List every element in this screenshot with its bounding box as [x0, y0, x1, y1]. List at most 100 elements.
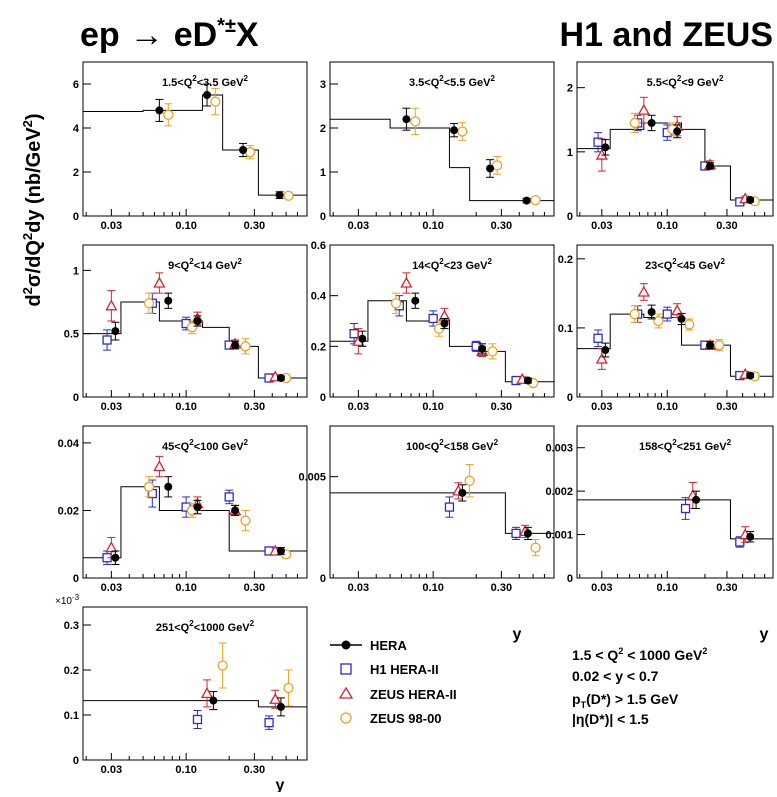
y-tick-label: 1: [320, 167, 326, 179]
marker-hera: [231, 506, 240, 515]
marker-hera: [411, 296, 420, 305]
y-tick-label: 0: [320, 573, 326, 585]
x-tick-label: 0.10: [657, 220, 678, 232]
marker-hera: [203, 91, 212, 99]
y-tick-label: 0.02: [58, 505, 79, 517]
marker-hera: [478, 344, 487, 353]
marker-h1: [428, 313, 438, 324]
point-hera: [450, 123, 459, 138]
hera-histogram: [330, 118, 554, 202]
marker-hera: [231, 341, 240, 350]
marker-zeus2: [595, 352, 608, 364]
x-tick-label: 0.10: [175, 582, 196, 594]
marker-hera: [746, 532, 755, 541]
point-zeus2: [400, 272, 413, 294]
hera-histogram: [83, 301, 307, 379]
marker-hera: [677, 314, 686, 323]
process-title: ep → eD*±X: [80, 15, 259, 54]
point-zeus2: [671, 303, 684, 319]
marker-hera: [440, 319, 449, 328]
y-tick-label: 0.003: [545, 443, 573, 455]
point-hera: [276, 546, 285, 555]
marker-zeus98: [457, 126, 468, 137]
kinematic-cuts: 1.5 < Q2 < 1000 GeV2 0.02 < y < 0.7 pT(D…: [572, 646, 707, 727]
point-h1: [680, 497, 691, 520]
cut-eta: |η(D*)| < 1.5: [572, 711, 649, 727]
y-tick-label: 2: [73, 167, 79, 179]
panel-5: 0.03 0.10 0.30 0 0.2 0.4 0.6 14<Q2<23 GeV2: [311, 240, 555, 413]
point-zeus98: [457, 122, 468, 141]
marker-zeus98: [240, 341, 251, 352]
marker-hera: [647, 118, 656, 127]
point-hera: [601, 342, 610, 358]
hera-histogram: [330, 492, 554, 534]
point-hera: [209, 691, 218, 711]
marker-zeus98: [210, 96, 221, 107]
point-zeus98: [210, 87, 221, 116]
x-tick-label: 0.10: [175, 764, 196, 776]
point-zeus98: [143, 292, 155, 314]
point-zeus2: [637, 96, 650, 124]
x-tick-label: 0.03: [101, 764, 122, 776]
x-tick-label: 0.03: [348, 401, 369, 413]
marker-zeus2: [153, 460, 166, 472]
hera-histogram: [83, 486, 307, 559]
x-tick-label: 0.30: [244, 401, 265, 413]
y-tick-label: 0: [73, 392, 79, 404]
point-hera: [111, 321, 120, 341]
marker-zeus2: [671, 304, 684, 316]
panel-10: 0.03 0.10 0.30 0 0.1 0.2 0.3 ×10-3 251<Q2<1000 G…: [55, 593, 308, 776]
point-zeus98: [240, 338, 251, 355]
point-hera: [746, 195, 755, 204]
marker-zeus98: [530, 542, 541, 553]
marker-h1: [511, 528, 521, 539]
point-h1: [224, 489, 234, 505]
point-hera: [486, 159, 495, 178]
point-zeus98: [530, 195, 541, 206]
point-zeus2: [105, 290, 118, 322]
marker-hera: [276, 546, 285, 555]
point-zeus98: [390, 292, 402, 314]
x-tick-label: 0.03: [348, 220, 369, 232]
point-zeus98: [143, 476, 155, 498]
marker-hera: [601, 143, 610, 152]
svg-text:HERA: HERA: [370, 638, 407, 653]
y-tick-label: 2: [320, 123, 326, 135]
collaboration-title: H1 and ZEUS: [560, 16, 773, 54]
marker-zeus98: [410, 116, 421, 127]
marker-zeus98: [143, 481, 155, 492]
y-tick-label: 0.4: [311, 291, 327, 303]
marker-zeus98: [217, 660, 228, 671]
marker-zeus98: [390, 298, 402, 309]
point-zeus98: [487, 343, 498, 360]
point-h1: [192, 710, 203, 729]
y-tick-label: 0.1: [558, 323, 573, 335]
marker-hera: [276, 702, 285, 711]
panel-8: 0.03 0.10 0.30 0 0.005 100<Q2<158 GeV2: [298, 425, 555, 594]
x-tick-label: 0.10: [422, 220, 443, 232]
marker-zeus98: [283, 190, 294, 201]
svg-text:ZEUS HERA-II: ZEUS HERA-II: [370, 687, 457, 702]
panel-9: 0.03 0.10 0.30 0 0.001 0.002 0.003 158<Q2<251 G…: [545, 425, 774, 594]
marker-h1: [224, 492, 234, 502]
panel-1: 0.03 0.10 0.30 0 2 4 6 1.5<Q2<3.5 GeV2: [73, 61, 308, 232]
marker-hera: [275, 191, 284, 200]
marker-hera: [746, 195, 755, 204]
y-tick-label: 0: [567, 392, 573, 404]
x-tick-label: 0.30: [491, 220, 512, 232]
hera-histogram: [577, 122, 773, 201]
point-hera: [458, 484, 467, 502]
y-tick-label: 0.1: [64, 710, 79, 722]
point-h1: [444, 496, 455, 518]
point-hera: [478, 343, 487, 355]
point-hera: [155, 98, 164, 122]
panel-frame: [329, 244, 555, 398]
x-tick-label: 0.10: [422, 582, 443, 594]
marker-zeus98: [464, 475, 475, 486]
marker-h1: [192, 714, 203, 725]
x-axis-label-col2: y: [513, 626, 522, 643]
panel-title: 23<Q2<45 GeV2: [645, 257, 725, 272]
point-hera: [692, 490, 701, 510]
point-hera: [647, 114, 656, 132]
